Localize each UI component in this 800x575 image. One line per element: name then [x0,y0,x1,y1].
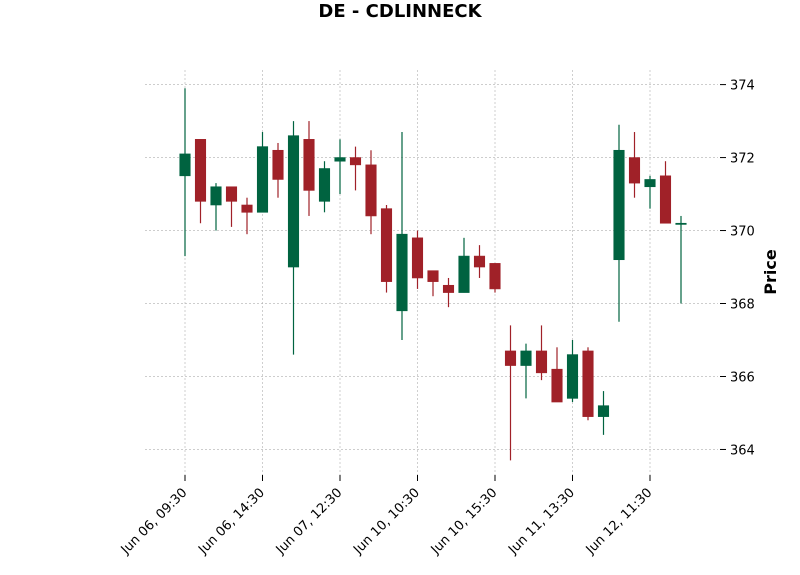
candle [318,161,331,213]
candle-body [365,164,377,217]
candle [287,121,300,355]
y-tick-label: 374 [730,79,755,94]
candle-body [644,179,656,188]
candle [210,183,222,231]
candle-body [241,204,253,213]
candle-body [551,368,563,403]
candle-body [256,146,269,213]
candle-body [613,149,625,261]
candle [380,205,393,293]
candle [535,325,548,381]
candle-body [535,350,548,374]
candle [597,391,610,435]
y-tick-label: 366 [730,370,755,385]
candles [179,88,687,461]
candle [272,142,284,198]
y-tick-label: 370 [730,225,755,240]
candle [551,347,563,403]
chart-title: DE - CDLINNECK [318,1,482,22]
candle [442,277,455,308]
candle [520,343,532,399]
candle [458,237,470,293]
x-axis: Jun 06, 09:30 Jun 06, 14:30 Jun 07, 12:30 J… [118,475,656,558]
candle-body [582,350,594,417]
candle-body [442,284,455,293]
x-tick-label: Jun 10, 10:30 [350,485,423,558]
candle-body [597,405,610,417]
x-tick-label: Jun 12, 11:30 [583,485,656,558]
candle-body [334,157,346,162]
candle [675,215,687,304]
candle-body [520,350,532,366]
candle [504,325,517,461]
candle [489,263,501,293]
y-tick-label: 372 [730,152,755,167]
candle-body [489,263,501,290]
candle-body [396,233,408,312]
candle [365,150,377,235]
candle [566,340,579,403]
candle-body [675,222,687,225]
x-tick-label: Jun 06, 14:30 [195,485,268,558]
candle [473,245,486,278]
candle [179,88,191,257]
candle-body [349,157,362,166]
candle-body [628,157,641,184]
candle [644,175,656,209]
candle [396,132,408,340]
candle [427,270,439,297]
candle-body [303,139,315,191]
candle [194,139,207,224]
candle-body [287,135,300,268]
candle [349,146,362,191]
candle [256,132,269,213]
candle-body [659,175,672,224]
y-tick-label: 368 [730,298,755,313]
candle-body [458,255,470,293]
candle-body [318,168,331,202]
x-tick-label: Jun 11, 13:30 [505,485,578,558]
y-axis-label: Price [761,249,780,295]
candle-body [504,350,517,366]
candle [241,197,253,235]
candle-body [210,186,222,206]
candle-body [179,153,191,177]
candle-body [566,354,579,399]
candle-body [473,255,486,268]
candle [582,347,594,421]
candle-body [225,186,238,202]
candle [613,124,625,322]
candle [411,230,424,289]
candle-body [380,208,393,282]
x-tick-label: Jun 10, 15:30 [428,485,501,558]
candle-body [194,139,207,202]
candle [334,139,346,195]
candle [303,121,315,216]
candle [628,132,641,198]
candle-body [427,270,439,282]
x-tick-label: Jun 07, 12:30 [273,485,346,558]
y-tick-label: 364 [730,443,755,458]
y-axis: 364 366 368 370 372 374 [720,79,755,458]
candle [659,161,672,224]
candle-body [272,149,284,180]
x-tick-label: Jun 06, 09:30 [118,485,191,558]
candle-body [411,237,424,279]
candle [225,186,238,227]
